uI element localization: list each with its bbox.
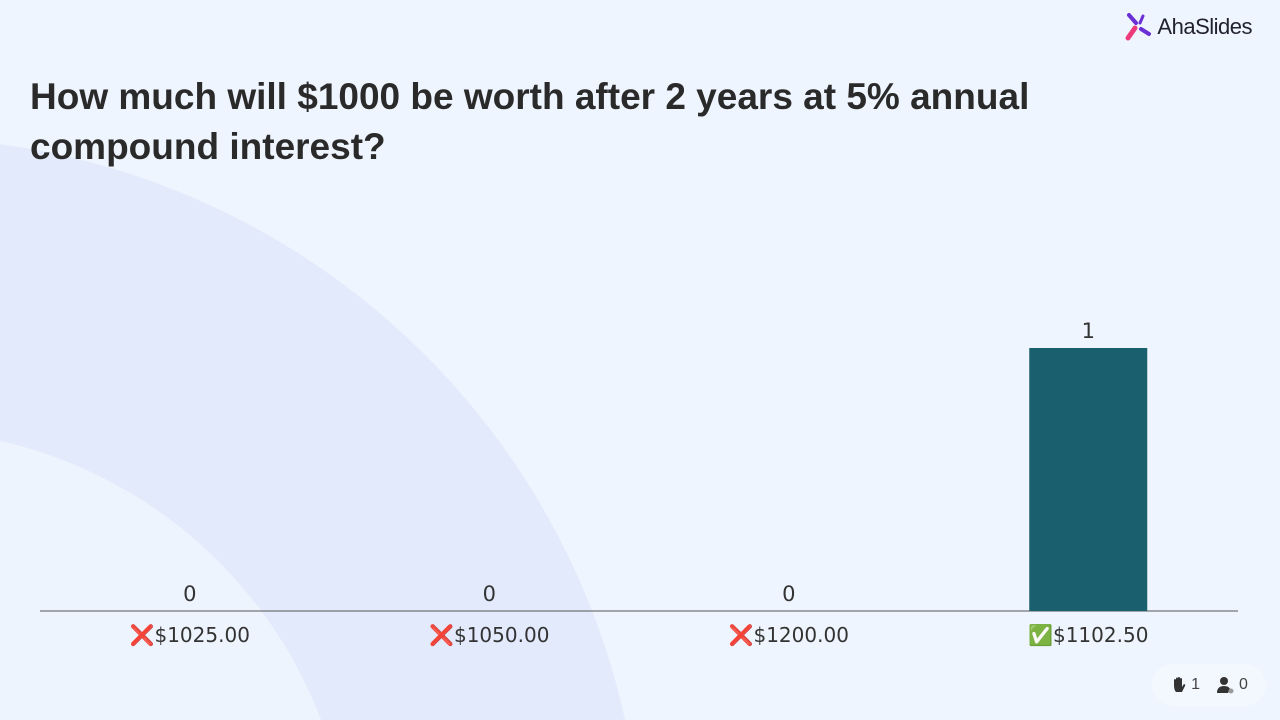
stats-badge: 1 0 (1152, 664, 1266, 706)
category-text: $1102.50 (1053, 623, 1148, 647)
data-label: 1 (1082, 319, 1095, 343)
audience-count: 0 (1216, 676, 1248, 694)
user-online-icon (1217, 677, 1234, 694)
check-icon: ✅ (1028, 623, 1053, 647)
audience-value: 0 (1239, 676, 1248, 693)
cross-icon: ❌ (429, 623, 454, 647)
data-label: 0 (183, 582, 196, 606)
responses-count: 1 (1170, 676, 1200, 694)
category-text: $1200.00 (753, 623, 848, 647)
ahaslides-logo: AhaSlides (1123, 12, 1252, 42)
bar (1029, 348, 1148, 611)
category-text: $1025.00 (154, 623, 249, 647)
raised-hand-icon (1174, 677, 1186, 692)
data-label: 0 (483, 582, 496, 606)
responses-value: 1 (1191, 676, 1200, 693)
category-label: ❌$1050.00 (429, 623, 549, 647)
brand-name: AhaSlides (1157, 14, 1252, 39)
category-text: $1050.00 (454, 623, 549, 647)
category-label: ❌$1200.00 (729, 623, 849, 647)
cross-icon: ❌ (729, 623, 754, 647)
category-label: ❌$1025.00 (130, 623, 250, 647)
category-label: ✅$1102.50 (1028, 623, 1148, 647)
cross-icon: ❌ (130, 623, 155, 647)
question-title: How much will $1000 be worth after 2 yea… (30, 76, 1030, 167)
data-label: 0 (782, 582, 795, 606)
ahaslides-logo-icon (1125, 13, 1152, 41)
